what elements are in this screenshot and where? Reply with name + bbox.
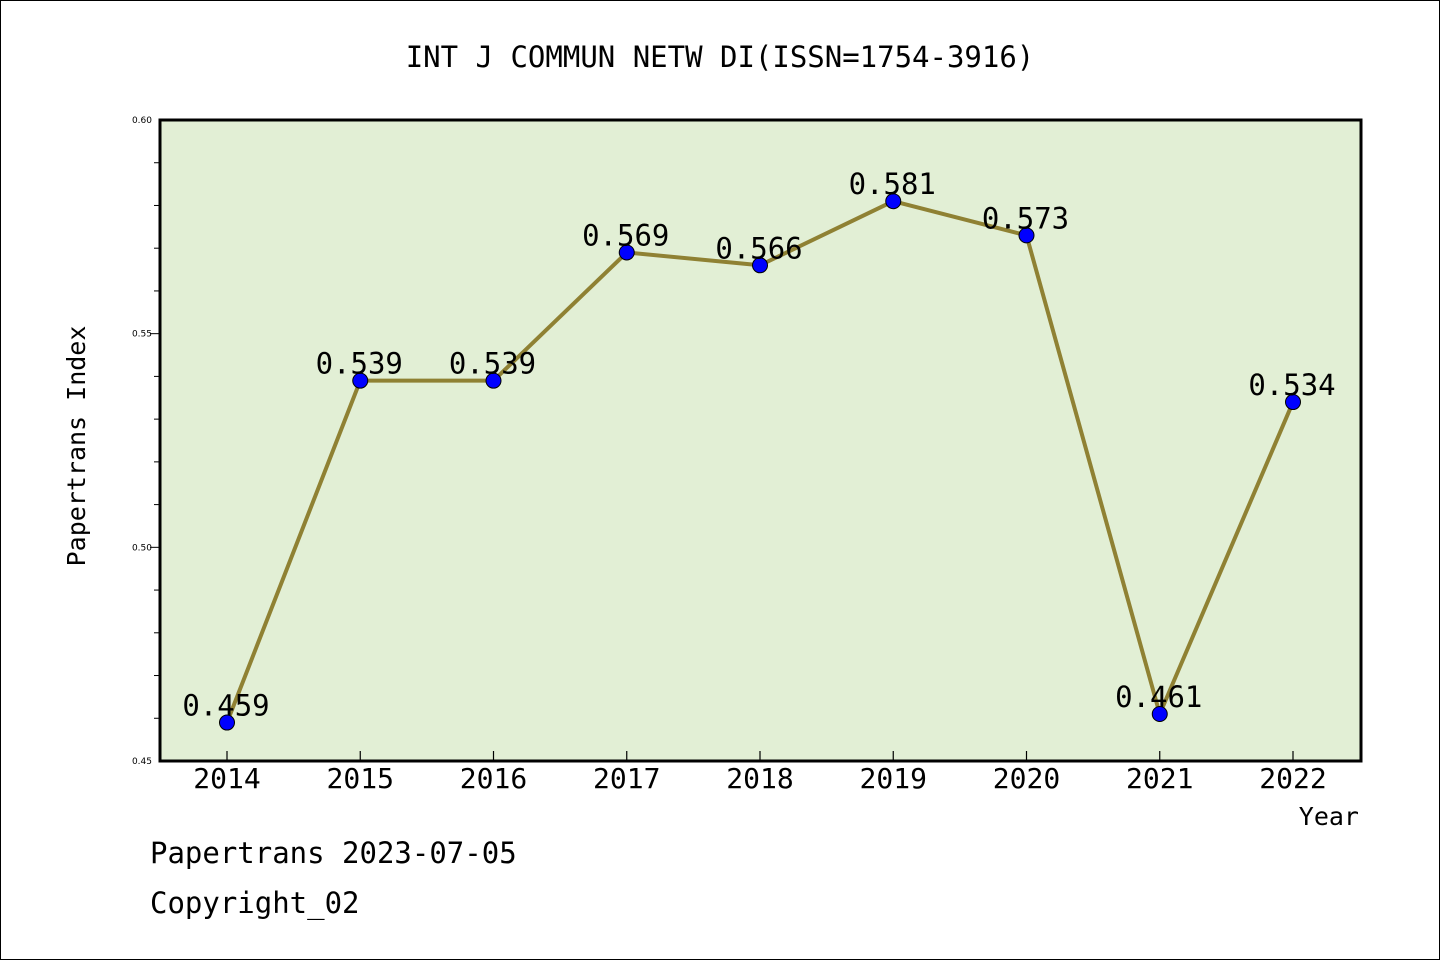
x-tick-label: 2018 bbox=[726, 762, 793, 795]
data-point-marker bbox=[485, 372, 502, 389]
footer-date-line: Papertrans 2023-07-05 bbox=[150, 836, 517, 870]
y-axis: 0.45 0.50 0.55 0.60 bbox=[132, 116, 160, 767]
y-axis-label: Papertrans Index bbox=[62, 326, 91, 567]
y-tick-label: 0.60 bbox=[132, 116, 152, 126]
data-value-label: 0.566 bbox=[715, 231, 802, 265]
chart-title: INT J COMMUN NETW DI(ISSN=1754-3916) bbox=[406, 40, 1035, 74]
y-tick-label: 0.50 bbox=[132, 543, 152, 553]
x-tick-label: 2015 bbox=[327, 762, 394, 795]
footer-copyright-line: Copyright_02 bbox=[150, 886, 360, 920]
data-label-group: 0.459 0.539 0.539 0.569 0.566 0.581 0.573 0.461… bbox=[182, 167, 1335, 722]
x-tick-label: 2021 bbox=[1126, 762, 1193, 795]
data-point-marker bbox=[1151, 705, 1168, 722]
plot-area bbox=[160, 120, 1361, 761]
x-tick-label: 2017 bbox=[593, 762, 660, 795]
data-point-marker bbox=[219, 714, 235, 731]
data-value-label: 0.569 bbox=[582, 218, 669, 252]
x-tick-label: 2014 bbox=[193, 762, 260, 795]
data-point-marker bbox=[752, 257, 768, 274]
data-value-label: 0.539 bbox=[316, 347, 403, 381]
data-value-label: 0.534 bbox=[1248, 368, 1335, 402]
x-tick-label: 2016 bbox=[460, 762, 527, 795]
data-point-marker bbox=[618, 244, 635, 261]
data-point-marker bbox=[1285, 394, 1301, 411]
data-point-marker bbox=[352, 372, 369, 389]
x-tick-label: 2022 bbox=[1259, 762, 1326, 795]
y-tick-label: 0.55 bbox=[132, 330, 152, 340]
marker-group bbox=[219, 193, 1301, 731]
plot-border bbox=[158, 118, 1363, 763]
x-tick-label: 2019 bbox=[860, 762, 927, 795]
data-value-label: 0.461 bbox=[1115, 680, 1202, 714]
x-axis-label: Year bbox=[1299, 802, 1359, 831]
data-point-marker bbox=[1018, 227, 1035, 244]
data-value-label: 0.581 bbox=[849, 167, 936, 201]
data-point-marker bbox=[885, 193, 902, 210]
x-tick-label: 2020 bbox=[993, 762, 1060, 795]
x-axis: 2014 2015 2016 2017 2018 2019 2020 2021 2022 bbox=[193, 751, 1327, 795]
data-value-label: 0.573 bbox=[982, 201, 1069, 235]
y-tick-label: 0.45 bbox=[132, 757, 152, 767]
data-value-label: 0.539 bbox=[449, 347, 536, 381]
data-value-label: 0.459 bbox=[182, 689, 269, 723]
